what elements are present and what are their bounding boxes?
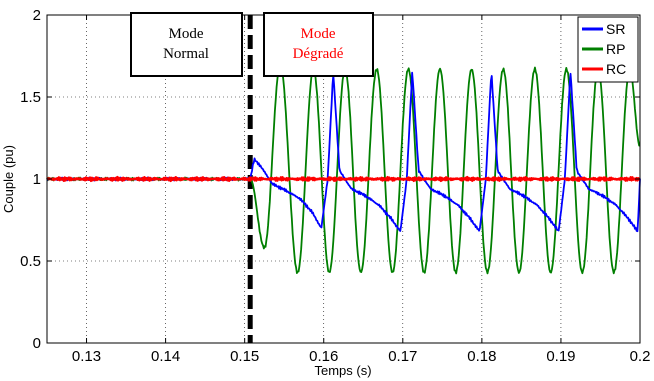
annotation-degrade-box — [263, 12, 374, 77]
x-tick-label: 0.19 — [546, 348, 575, 365]
y-tick-label: 2 — [33, 7, 41, 24]
annotation-degrade: Mode Dégradé — [263, 12, 374, 77]
y-tick-label: 1.5 — [20, 89, 41, 106]
annotation-normal-line1: Mode — [169, 26, 204, 42]
x-tick-label: 0.18 — [467, 348, 496, 365]
x-tick-label: 0.13 — [72, 348, 101, 365]
y-axis-label: Couple (pu) — [1, 145, 16, 213]
x-tick-label: 0.16 — [309, 348, 338, 365]
annotation-degrade-line1: Mode — [301, 26, 336, 42]
legend-label-rc: RC — [606, 61, 626, 77]
x-axis-label: Temps (s) — [314, 363, 371, 378]
x-tick-label: 0.15 — [230, 348, 259, 365]
x-tick-label: 0.2 — [630, 348, 651, 365]
x-tick-label: 0.17 — [388, 348, 417, 365]
legend-label-sr: SR — [606, 21, 625, 37]
annotation-normal-box — [130, 12, 243, 77]
y-tick-label: 0.5 — [20, 253, 41, 270]
legend-label-rp: RP — [606, 41, 625, 57]
annotation-normal-line2: Normal — [163, 46, 209, 62]
annotation-normal: Mode Normal — [130, 12, 243, 77]
ticks-group: 0.13 0.14 0.15 0.16 0.17 0.18 0.19 0.2 0 0.5 1 1.5 2 — [20, 7, 650, 365]
annotation-degrade-line2: Dégradé — [293, 46, 344, 62]
x-tick-label: 0.14 — [151, 348, 180, 365]
legend: SR RP RC — [577, 16, 639, 83]
y-tick-label: 0 — [33, 335, 41, 352]
series-line-rc — [46, 175, 641, 183]
y-tick-label: 1 — [33, 171, 41, 188]
